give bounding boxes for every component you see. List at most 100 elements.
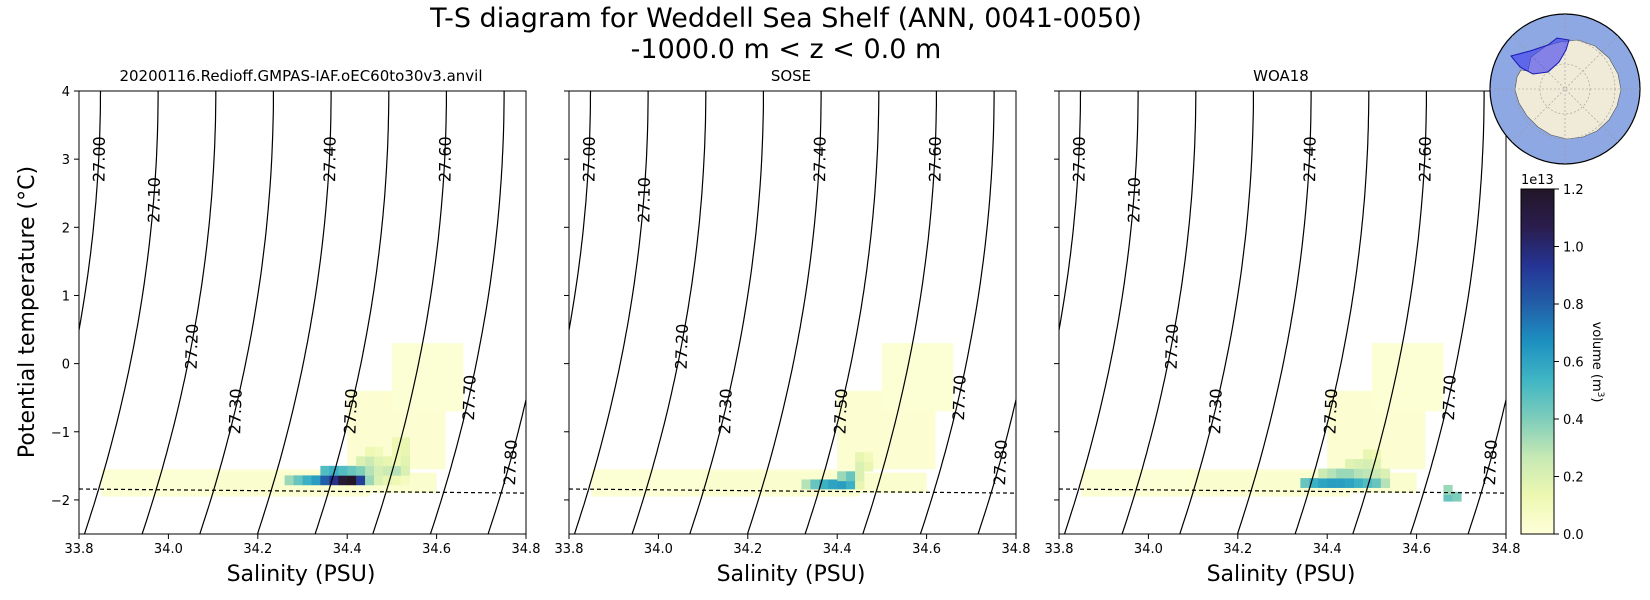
heatmap-cell [320,475,329,485]
heatmap-cell [837,471,846,481]
contour-label: 27.50 [830,388,851,434]
x-tick-label: 33.8 [65,542,94,557]
heatmap-cell [1336,469,1345,479]
axes-frame [79,91,526,534]
heatmap-cell [374,456,383,466]
heatmap-cell [1327,478,1336,488]
heatmap-cell [1345,469,1354,479]
x-axis-label: Salinity (PSU) [227,562,376,587]
contour-label: 27.10 [1124,177,1144,223]
contour-label: 27.20 [182,323,202,369]
x-tick-label: 34.0 [1134,542,1163,557]
density-contour [488,91,562,534]
heatmap-cell [365,475,374,485]
contour-label: 27.10 [634,177,654,223]
heatmap-cell [311,475,320,485]
contour-label: 27.50 [1320,388,1341,434]
x-tick-label: 34.6 [422,542,451,557]
heatmap-cell [846,471,855,481]
x-axis-label: Salinity (PSU) [1207,562,1356,587]
density-contour [1122,91,1196,534]
contour-label: 27.50 [340,388,361,434]
heatmap-cell [1345,478,1354,488]
colorbar-label: volume (m3) [1589,322,1605,403]
x-tick-label: 34.8 [512,542,541,557]
heatmap-cell [365,447,374,457]
x-tick-label: 33.8 [555,542,584,557]
heatmap-cell [1381,469,1390,479]
heatmap-cell [303,475,312,485]
density-contour [978,91,1052,534]
contour-label: 27.80 [1480,439,1501,486]
x-axis-label: Salinity (PSU) [717,562,866,587]
heatmap-cell [1443,485,1452,495]
figure-title-line2: -1000.0 m < z < 0.0 m [631,34,942,65]
contour-label: 27.00 [90,136,109,182]
contour-label: 27.10 [144,177,164,223]
colorbar: 1e13 volume (m3) 0.00.20.40.60.81.01.2 [1521,173,1605,543]
density-contour [200,91,274,534]
x-tick-label: 34.8 [1002,542,1031,557]
contour-label: 27.60 [1415,136,1434,182]
y-tick-label: 4 [62,85,70,100]
colorbar-tick-label: 1.0 [1563,241,1584,256]
heatmap-cell [347,475,356,485]
x-tick-label: 34.2 [1223,542,1252,557]
heatmap-cell [401,456,410,466]
density-contour [1093,91,1167,534]
heatmap-cell [356,466,365,476]
y-tick-label: −2 [51,494,70,509]
heatmap-cell [1363,449,1372,459]
colorbar-tick-label: 0.2 [1563,471,1584,486]
x-tick-label: 34.0 [154,542,183,557]
contour-label: 27.30 [1205,388,1226,434]
x-tick-label: 34.2 [733,542,762,557]
heatmap-cell [1381,478,1390,488]
y-tick-label: 1 [62,289,70,304]
density-contour [142,91,216,534]
y-tick-label: 2 [62,221,70,236]
heatmap-cell [1363,459,1372,469]
heatmap-cell [864,452,873,462]
heatmap-haze [1372,343,1444,411]
heatmap-cell [374,447,383,457]
colorbar-tick-label: 0.8 [1563,298,1584,313]
contour-label: 27.30 [715,388,736,434]
heatmap-cell [1327,469,1336,479]
heatmap-cell [1345,459,1354,469]
colorbar-multiplier: 1e13 [1521,173,1554,188]
contour-label: 27.80 [990,439,1011,486]
x-tick-label: 33.8 [1045,542,1074,557]
contour-label: 27.60 [925,136,944,182]
heatmap-cell [810,479,819,489]
contour-label: 27.20 [672,323,692,369]
panel-title: WOA18 [1253,67,1309,85]
heatmap-cell [1318,469,1327,479]
heatmap-cell [401,447,410,457]
density-contour [1180,91,1254,534]
contour-label: 27.70 [949,374,970,420]
heatmap-cell [1354,478,1363,488]
heatmap-cell [855,462,864,472]
figure: T-S diagram for Weddell Sea Shelf (ANN, … [0,0,1650,600]
panel-title: SOSE [771,67,811,85]
y-tick-label: −1 [51,426,70,441]
heatmap-cell [374,466,383,476]
contour-label: 27.40 [320,136,339,182]
heatmap-cell [383,456,392,466]
contour-label: 27.40 [1300,136,1319,182]
heatmap-cell [401,475,410,485]
density-contour [632,91,706,534]
panel-title: 20200116.Redioff.GMPAS-IAF.oEC60to30v3.a… [119,67,482,85]
contour-label: 27.00 [1070,136,1089,182]
heatmap-cell [374,475,383,485]
heatmap-cell [828,479,837,489]
x-tick-label: 34.0 [644,542,673,557]
colorbar-tick-label: 0.6 [1563,356,1584,371]
contour-label: 27.80 [500,439,521,486]
heatmap-cell [401,466,410,476]
contour-label: 27.20 [1162,323,1182,369]
density-contour [690,91,764,534]
y-axis-label: Potential temperature (°C) [15,166,40,458]
heatmap-cell [365,456,374,466]
